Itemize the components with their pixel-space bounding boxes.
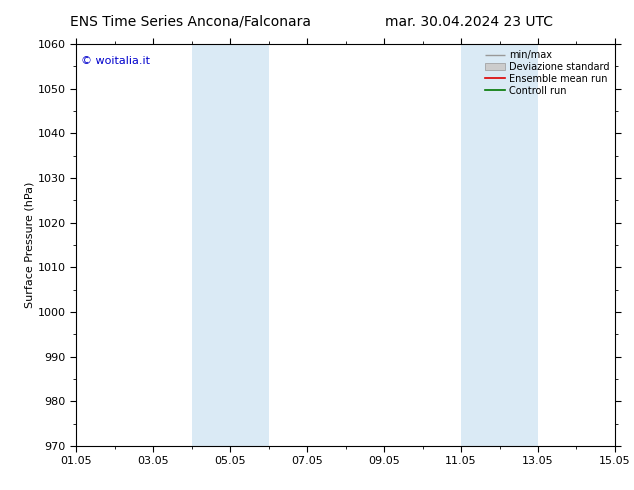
Legend: min/max, Deviazione standard, Ensemble mean run, Controll run: min/max, Deviazione standard, Ensemble m… (482, 47, 612, 98)
Text: mar. 30.04.2024 23 UTC: mar. 30.04.2024 23 UTC (385, 15, 553, 29)
Text: ENS Time Series Ancona/Falconara: ENS Time Series Ancona/Falconara (70, 15, 311, 29)
Y-axis label: Surface Pressure (hPa): Surface Pressure (hPa) (25, 182, 35, 308)
Bar (230, 44, 269, 446)
Bar (500, 44, 538, 446)
Bar (461, 44, 500, 446)
Text: © woitalia.it: © woitalia.it (81, 56, 150, 66)
Bar (191, 44, 230, 446)
